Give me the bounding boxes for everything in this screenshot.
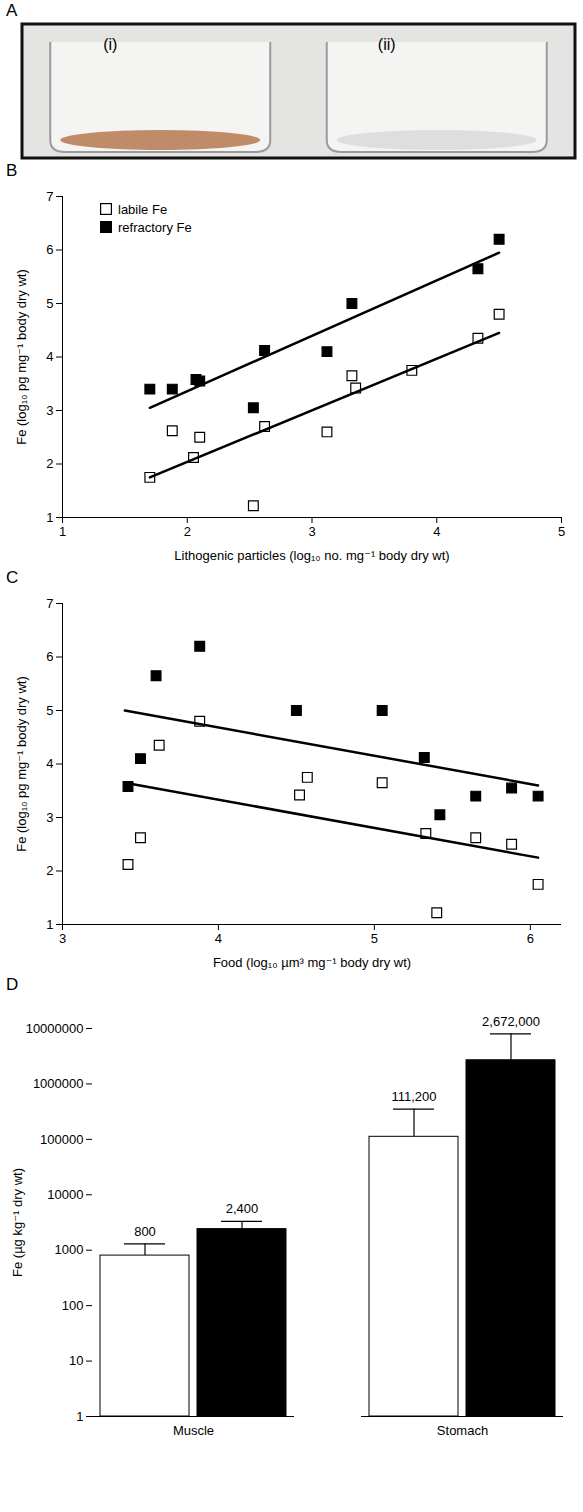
svg-text:5: 5 [371,931,378,946]
svg-text:Fe (log₁₀ pg mg⁻¹ body dry wt): Fe (log₁₀ pg mg⁻¹ body dry wt) [14,269,29,445]
svg-text:6: 6 [527,931,534,946]
svg-text:7: 7 [46,189,53,204]
svg-text:(i): (i) [103,36,117,53]
svg-text:10: 10 [69,1353,83,1368]
svg-text:4: 4 [46,349,53,364]
svg-text:5: 5 [46,703,53,718]
html-text:A: A [6,1,18,20]
html-text:C: C [6,568,19,587]
html-text:refractory Fe: refractory Fe [118,219,192,235]
svg-text:1: 1 [46,917,53,932]
svg-text:3: 3 [46,810,53,825]
html-text:labile Fe: labile Fe [118,201,168,217]
svg-text:1: 1 [46,510,53,525]
svg-text:3: 3 [59,931,66,946]
svg-text:111,200: 111,200 [391,1089,436,1104]
svg-text:3: 3 [308,524,315,539]
svg-text:10000: 10000 [47,1187,83,1202]
html-text:D: D [6,975,19,994]
svg-text:100000: 100000 [40,1132,83,1147]
svg-text:Food (log₁₀ µm³ mg⁻¹ body dry: Food (log₁₀ µm³ mg⁻¹ body dry wt) [213,955,411,970]
svg-text:Lithogenic particles (log₁₀ no: Lithogenic particles (log₁₀ no. mg⁻¹ bod… [174,548,449,563]
svg-text:2,672,000: 2,672,000 [482,1014,540,1029]
svg-text:Stomach: Stomach [437,1423,488,1438]
svg-text:2: 2 [46,863,53,878]
html-text:B: B [6,161,18,180]
svg-text:800: 800 [134,1224,156,1239]
svg-text:1000: 1000 [55,1242,84,1257]
svg-text:1: 1 [76,1409,83,1424]
svg-text:2: 2 [46,456,53,471]
svg-text:100: 100 [62,1298,84,1313]
svg-text:4: 4 [433,524,440,539]
svg-text:7: 7 [46,596,53,611]
svg-text:10000000: 10000000 [26,1021,84,1036]
svg-text:6: 6 [46,649,53,664]
svg-text:5: 5 [558,524,565,539]
svg-text:4: 4 [215,931,222,946]
svg-text:1: 1 [59,524,66,539]
svg-text:Muscle: Muscle [173,1423,214,1438]
svg-text:6: 6 [46,242,53,257]
svg-text:(ii): (ii) [378,36,396,53]
svg-text:1000000: 1000000 [33,1076,84,1091]
svg-text:Fe (log₁₀ pg mg⁻¹ body dry wt): Fe (log₁₀ pg mg⁻¹ body dry wt) [14,676,29,852]
svg-text:5: 5 [46,296,53,311]
svg-text:3: 3 [46,403,53,418]
svg-text:Fe (µg kg⁻¹ dry wt): Fe (µg kg⁻¹ dry wt) [10,1168,25,1277]
svg-text:4: 4 [46,756,53,771]
svg-text:2,400: 2,400 [226,1201,259,1216]
svg-text:2: 2 [184,524,191,539]
